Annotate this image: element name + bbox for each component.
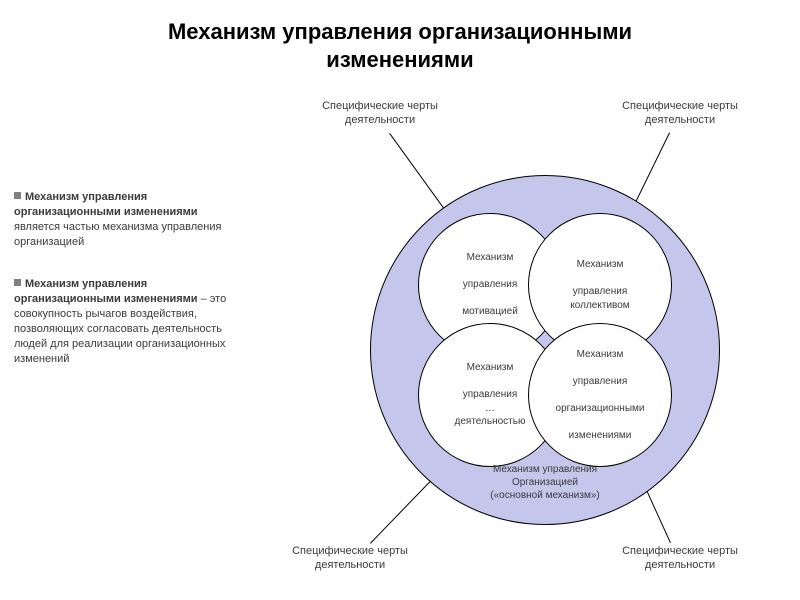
title-line1: Механизм управления организационными <box>0 18 800 46</box>
venn-diagram: Механизм управления мотивацией Механизм у… <box>270 95 790 595</box>
lbl-bl: Специфические чертыдеятельности <box>270 545 430 573</box>
bullet-2: Механизм управления организационными изм… <box>14 277 234 366</box>
bullet-1: Механизм управления организационными изм… <box>14 190 234 249</box>
bullet-2-bold: Механизм управления организационными изм… <box>14 278 198 305</box>
bullet-square-icon <box>14 192 21 199</box>
page-title: Механизм управления организационными изм… <box>0 0 800 73</box>
bullet-1-rest: является частью механизма управления орг… <box>14 221 221 248</box>
inner-circle-label: Механизм управления мотивацией <box>462 251 518 319</box>
inner-circle-label: Механизм управления организационными изм… <box>556 348 645 443</box>
inner-circle-br: Механизм управления организационными изм… <box>528 323 672 467</box>
lbl-tl: Специфические чертыдеятельности <box>300 100 460 128</box>
title-line2: изменениями <box>0 46 800 74</box>
lbl-tr: Специфические чертыдеятельности <box>600 100 760 128</box>
lbl-br: Специфические чертыдеятельности <box>600 545 760 573</box>
bullet-square-icon <box>14 279 21 286</box>
outer-circle-label: Механизм управленияОрганизацией(«основно… <box>435 463 655 502</box>
bullet-1-bold: Механизм управления организационными изм… <box>14 191 198 218</box>
inner-circle-label: Механизм управленияколлективом <box>570 258 629 312</box>
sidebar-text: Механизм управления организационными изм… <box>14 190 234 394</box>
inner-circle-label: Механизм управления…деятельностью <box>455 361 526 429</box>
